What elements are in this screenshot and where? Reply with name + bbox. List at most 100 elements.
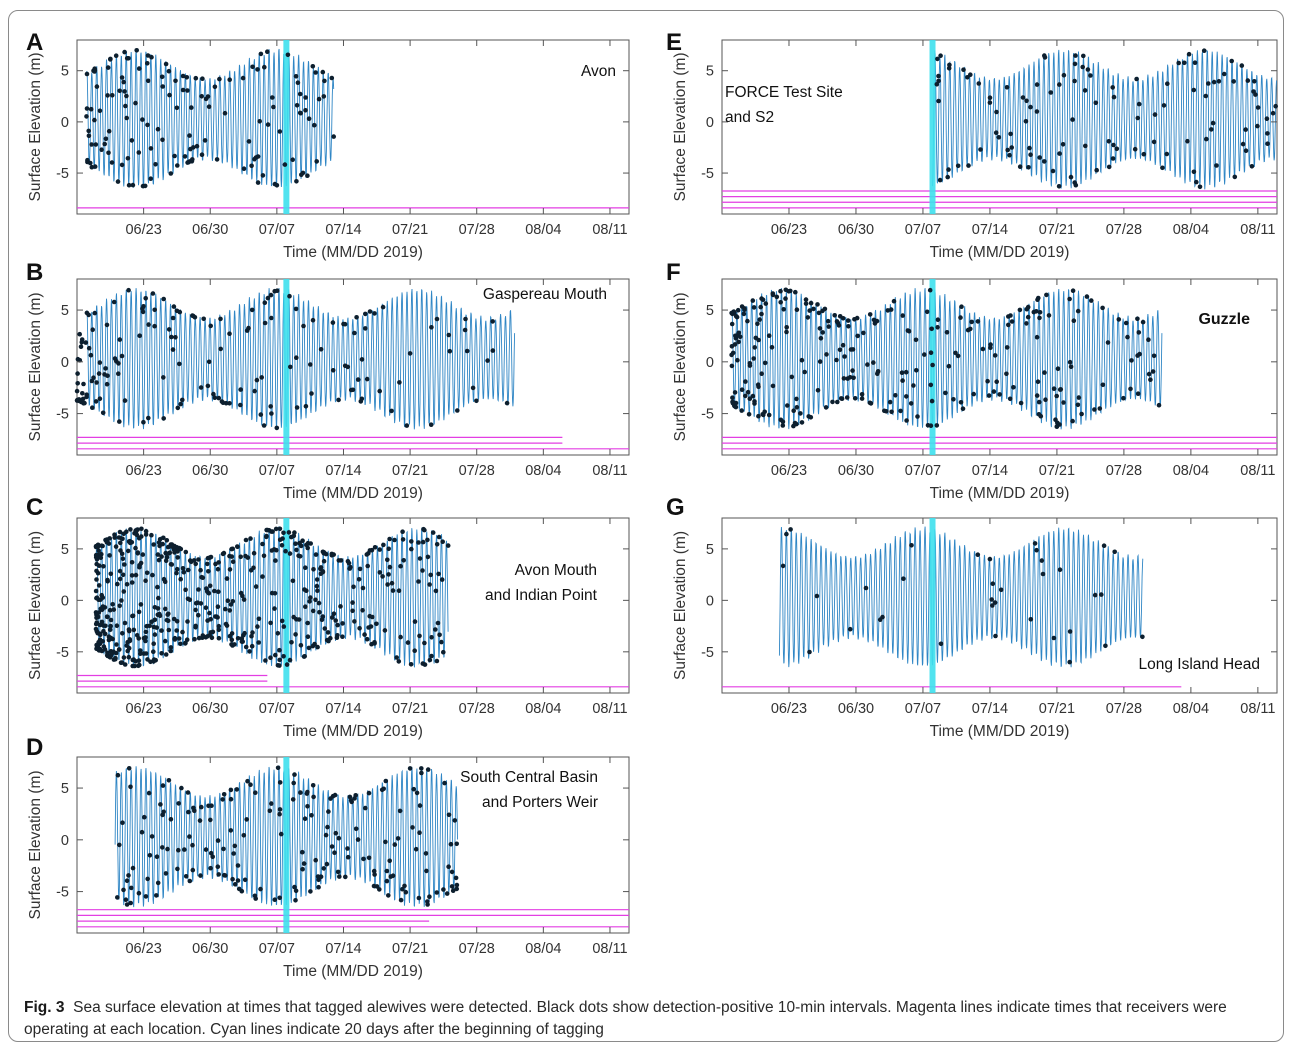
detection-point bbox=[783, 287, 789, 293]
detection-point bbox=[781, 307, 786, 312]
detection-point bbox=[121, 79, 126, 85]
detection-point bbox=[215, 838, 221, 843]
detection-point bbox=[313, 597, 318, 603]
detection-point bbox=[175, 866, 180, 872]
detection-point bbox=[187, 597, 193, 603]
detection-point bbox=[203, 847, 209, 852]
detection-point bbox=[160, 845, 165, 850]
detection-point bbox=[808, 415, 814, 420]
detection-point bbox=[350, 600, 355, 605]
x-tick-label: 06/23 bbox=[125, 463, 161, 479]
detection-point bbox=[852, 396, 858, 401]
detection-point bbox=[93, 142, 99, 147]
panel-label: B bbox=[26, 259, 43, 286]
detection-point bbox=[199, 94, 204, 99]
panel-label: A bbox=[26, 29, 43, 56]
detection-point bbox=[121, 531, 126, 537]
detection-point bbox=[818, 336, 824, 341]
detection-point bbox=[385, 557, 390, 563]
detection-point bbox=[1061, 72, 1067, 78]
detection-point bbox=[986, 393, 992, 398]
detection-point bbox=[162, 638, 168, 644]
detection-point bbox=[993, 130, 999, 135]
detection-point bbox=[1006, 314, 1011, 319]
detection-point bbox=[318, 566, 323, 572]
detection-point bbox=[137, 333, 142, 339]
detection-point bbox=[733, 404, 739, 410]
detection-point bbox=[769, 345, 775, 350]
detection-point bbox=[735, 357, 740, 363]
detection-point bbox=[114, 642, 119, 647]
detection-point bbox=[338, 604, 343, 609]
detection-point bbox=[196, 587, 201, 592]
detection-point bbox=[107, 607, 113, 613]
detection-point bbox=[117, 419, 122, 424]
detection-point bbox=[1067, 296, 1072, 302]
detection-point bbox=[269, 801, 274, 806]
detection-point bbox=[323, 551, 329, 557]
detection-point bbox=[273, 526, 279, 532]
detection-point bbox=[136, 658, 142, 663]
detection-point bbox=[269, 315, 274, 321]
detection-point bbox=[200, 575, 206, 580]
detection-point bbox=[1164, 151, 1170, 157]
detection-point bbox=[240, 593, 245, 599]
detection-point bbox=[131, 627, 137, 633]
detection-point bbox=[335, 622, 340, 628]
detection-point bbox=[1007, 396, 1013, 402]
detection-point bbox=[504, 400, 510, 406]
detection-point bbox=[845, 318, 851, 323]
detection-point bbox=[839, 396, 845, 402]
detection-point bbox=[805, 315, 811, 320]
detection-point bbox=[360, 585, 366, 591]
detection-point bbox=[794, 396, 799, 402]
detection-point bbox=[362, 632, 367, 637]
detection-point bbox=[1009, 145, 1014, 150]
detection-point bbox=[129, 885, 134, 891]
detection-point bbox=[333, 618, 339, 623]
detection-point bbox=[1004, 85, 1010, 90]
detection-point bbox=[173, 78, 178, 84]
detection-point bbox=[187, 878, 193, 884]
detection-point bbox=[1116, 317, 1122, 322]
detection-point bbox=[81, 381, 86, 387]
detection-point bbox=[294, 355, 299, 361]
detection-point bbox=[746, 412, 752, 417]
detection-point bbox=[77, 331, 82, 337]
y-tick-label: 0 bbox=[61, 593, 69, 609]
detection-point bbox=[93, 626, 99, 632]
detection-point bbox=[90, 405, 95, 411]
detection-point bbox=[1252, 79, 1257, 84]
detection-point bbox=[793, 289, 798, 295]
detection-point bbox=[960, 406, 966, 412]
detection-point bbox=[328, 635, 333, 641]
detection-point bbox=[1028, 617, 1034, 622]
detection-point bbox=[820, 330, 825, 335]
detection-point bbox=[123, 897, 129, 902]
detection-point bbox=[316, 884, 321, 890]
detection-point bbox=[462, 327, 468, 333]
detection-point bbox=[846, 324, 851, 329]
detection-point bbox=[121, 589, 127, 594]
x-tick-label: 07/14 bbox=[325, 701, 361, 717]
detection-point bbox=[944, 330, 950, 335]
detection-point bbox=[807, 308, 812, 313]
detection-point bbox=[1018, 400, 1024, 406]
figure-caption: Fig. 3 Sea surface elevation at times th… bbox=[24, 997, 1274, 1041]
detection-point bbox=[1264, 116, 1270, 121]
detection-point bbox=[228, 828, 234, 833]
detection-point bbox=[184, 637, 190, 642]
detection-point bbox=[1055, 420, 1060, 426]
detection-point bbox=[387, 858, 393, 864]
detection-point bbox=[1111, 94, 1117, 100]
detection-point bbox=[294, 547, 299, 553]
site-label: and S2 bbox=[725, 109, 774, 126]
x-tick-label: 06/23 bbox=[125, 941, 161, 957]
detection-point bbox=[253, 584, 259, 589]
detection-point bbox=[340, 634, 345, 639]
x-tick-label: 07/28 bbox=[459, 941, 495, 957]
detection-point bbox=[903, 369, 909, 375]
detection-point bbox=[987, 95, 993, 100]
detection-point bbox=[1135, 115, 1141, 121]
detection-point bbox=[96, 583, 102, 588]
